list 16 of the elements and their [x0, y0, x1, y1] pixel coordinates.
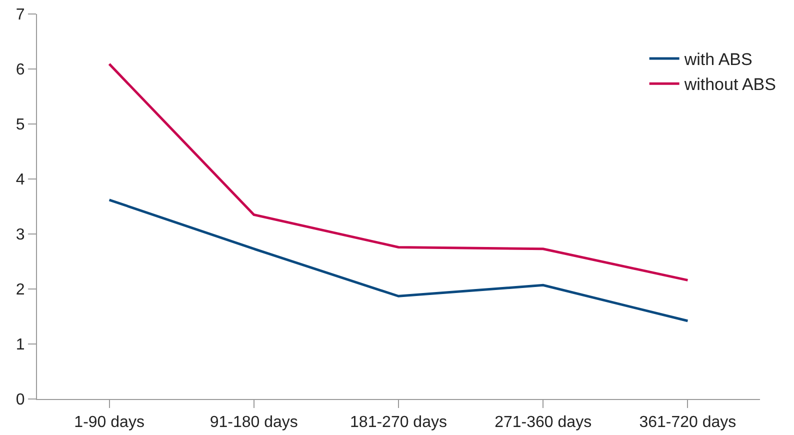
x-tick-label: 361-720 days [639, 414, 736, 432]
y-tick-label: 4 [16, 172, 25, 189]
y-tick-label: 6 [16, 62, 25, 79]
y-tick-label: 0 [16, 392, 25, 409]
line-series [108, 198, 689, 322]
legend-label: with ABS [683, 50, 752, 70]
x-tick-label: 91-180 days [210, 414, 298, 432]
y-tick-label: 3 [16, 226, 25, 244]
legend-label: without ABS [683, 75, 776, 94]
x-tick-label: 1-90 days [74, 414, 144, 432]
y-tick-label: 2 [16, 282, 25, 299]
y-tick-label: 7 [16, 6, 25, 24]
y-tick-label: 1 [16, 336, 25, 354]
x-tick-label: 181-270 days [350, 414, 447, 432]
x-tick-label: 271-360 days [494, 414, 592, 432]
y-tick-label: 5 [16, 116, 25, 134]
